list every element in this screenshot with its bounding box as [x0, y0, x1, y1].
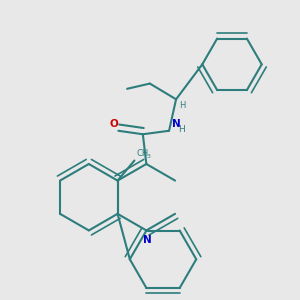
Text: N: N — [143, 235, 152, 245]
Text: H: H — [180, 101, 186, 110]
Text: O: O — [110, 119, 118, 129]
Text: N: N — [172, 119, 181, 129]
Text: H: H — [178, 124, 184, 134]
Text: CH: CH — [136, 149, 148, 158]
Text: 3: 3 — [147, 154, 151, 160]
